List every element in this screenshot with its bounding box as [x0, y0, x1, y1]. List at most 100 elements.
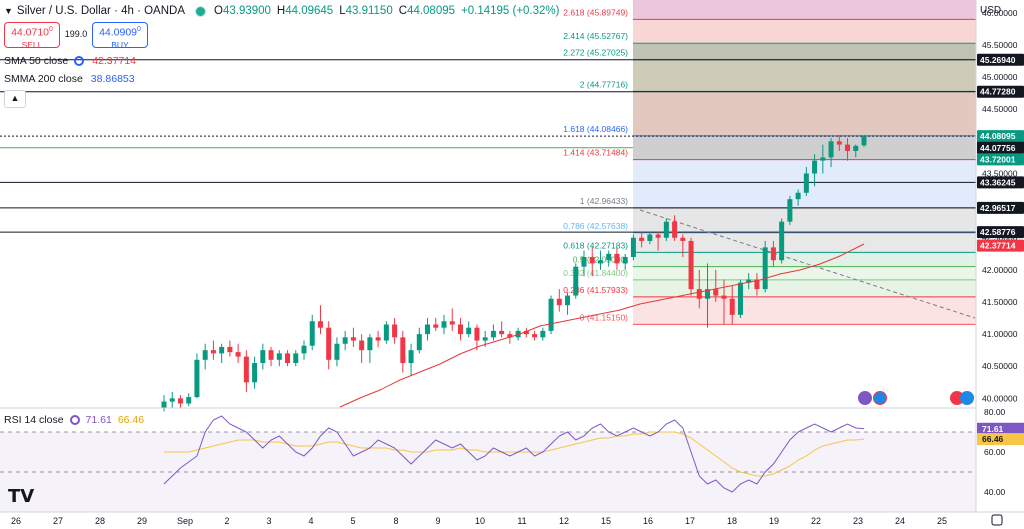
candle [326, 327, 332, 360]
settings-icon[interactable] [74, 56, 85, 66]
currency-label[interactable]: USD [980, 5, 1002, 16]
candle [507, 334, 513, 338]
smma200-legend[interactable]: SMMA 200 close 38.86853 [4, 73, 135, 85]
tradingview-logo[interactable]: TV [8, 486, 35, 507]
sma50-value: 42.37714 [92, 55, 136, 67]
candle [235, 352, 241, 357]
candle [795, 192, 801, 200]
fib-band [633, 232, 976, 253]
rsi-ma-value: 66.46 [117, 414, 145, 426]
change-value: +0.14195 (+0.32%) [461, 5, 560, 17]
sell-button[interactable]: 44.07100 SELL [4, 22, 60, 50]
time-tick-label: 19 [769, 516, 779, 526]
rsi-axis-tag [977, 422, 1024, 435]
price-axis-tag [977, 85, 1024, 98]
time-tick-label: 2 [224, 516, 229, 526]
rsi-axis-tag-label: 71.61 [982, 424, 1004, 434]
candle [227, 346, 233, 353]
time-tick-label: 4 [308, 516, 313, 526]
time-tick-label: 28 [95, 516, 105, 526]
open-value: 43.93900 [222, 5, 271, 17]
high-value: 44.09645 [285, 5, 334, 17]
candle [433, 324, 439, 328]
candle [737, 282, 743, 315]
candle [532, 334, 538, 338]
candle [334, 343, 340, 360]
candle [672, 221, 678, 238]
candle [845, 144, 851, 151]
price-axis-tag-label: 44.77280 [980, 87, 1016, 97]
chevron-down-icon[interactable]: ▼ [4, 6, 13, 16]
fib-label: 1.618 (44.08466) [563, 124, 628, 134]
fib-band [633, 135, 976, 160]
candle [573, 266, 579, 296]
candle [762, 247, 768, 290]
candle [285, 353, 291, 364]
rsi-axis-tag-label: 66.46 [982, 434, 1004, 444]
candle [499, 330, 505, 335]
candle [655, 234, 661, 238]
time-tick-label: 10 [475, 516, 485, 526]
candle [581, 257, 587, 267]
buy-button[interactable]: 44.09090 BUY [92, 22, 148, 50]
event-lightning-icon[interactable] [858, 391, 872, 405]
rsi-settings-icon[interactable] [69, 415, 80, 425]
candle [342, 337, 348, 344]
price-tick-label: 45.50000 [982, 40, 1018, 50]
price-axis-tag-label: 43.72001 [980, 154, 1016, 164]
fib-band [633, 266, 976, 280]
price-axis-tag-label: 42.58776 [980, 227, 1016, 237]
candle [392, 324, 398, 338]
fib-band [633, 19, 976, 44]
candle [713, 289, 719, 296]
candle [482, 337, 488, 341]
candle [490, 330, 496, 338]
price-axis-tag-label: 44.08095 [980, 131, 1016, 141]
price-axis-tag [977, 226, 1024, 239]
rsi-line [163, 415, 865, 493]
close-value: 44.08095 [407, 5, 456, 17]
candle [301, 345, 307, 354]
open-label: O [214, 5, 223, 17]
smma200-label: SMMA 200 close [4, 73, 83, 85]
buy-price: 44.0909 [99, 26, 138, 39]
rsi-tick-label: 80.00 [984, 407, 1006, 417]
price-axis-tag [977, 153, 1024, 166]
us-flag-icon[interactable] [873, 391, 887, 405]
candle [449, 321, 455, 325]
candle [177, 398, 183, 404]
candle [565, 295, 571, 306]
candle [589, 257, 595, 264]
fib-band [633, 91, 976, 136]
time-tick-label: 24 [895, 516, 905, 526]
candle [169, 398, 175, 402]
close-label: C [398, 5, 408, 17]
low-value: 43.91150 [345, 5, 393, 17]
price-axis-tag-label: 43.36245 [980, 177, 1016, 187]
time-tick-label: 22 [811, 516, 821, 526]
us-flag-icon-2[interactable] [960, 391, 974, 405]
time-tick-label: 29 [137, 516, 147, 526]
candle [853, 145, 859, 151]
candle [268, 350, 274, 360]
candle [260, 350, 266, 364]
high-label: H [276, 5, 286, 17]
time-tick-label: 8 [393, 516, 398, 526]
time-tick-label: Sep [177, 516, 193, 526]
rsi-legend[interactable]: RSI 14 close 71.61 66.46 [4, 414, 144, 426]
candle [803, 173, 809, 193]
candle [317, 321, 323, 328]
spread-value: 199.0 [64, 29, 88, 39]
candle [367, 337, 373, 351]
collapse-legend-button[interactable]: ▲ [4, 90, 26, 108]
sma50-legend[interactable]: SMA 50 close 42.37714 [4, 55, 136, 67]
buy-price-sup: 0 [137, 26, 141, 33]
price-axis-tag [977, 239, 1024, 252]
candle [597, 260, 603, 264]
candle [556, 298, 562, 306]
time-tick-label: 9 [435, 516, 440, 526]
symbol-title[interactable]: Silver / U.S. Dollar · 4h · OANDA [16, 5, 185, 17]
rsi-value: 71.61 [85, 414, 112, 426]
candle [820, 157, 826, 161]
